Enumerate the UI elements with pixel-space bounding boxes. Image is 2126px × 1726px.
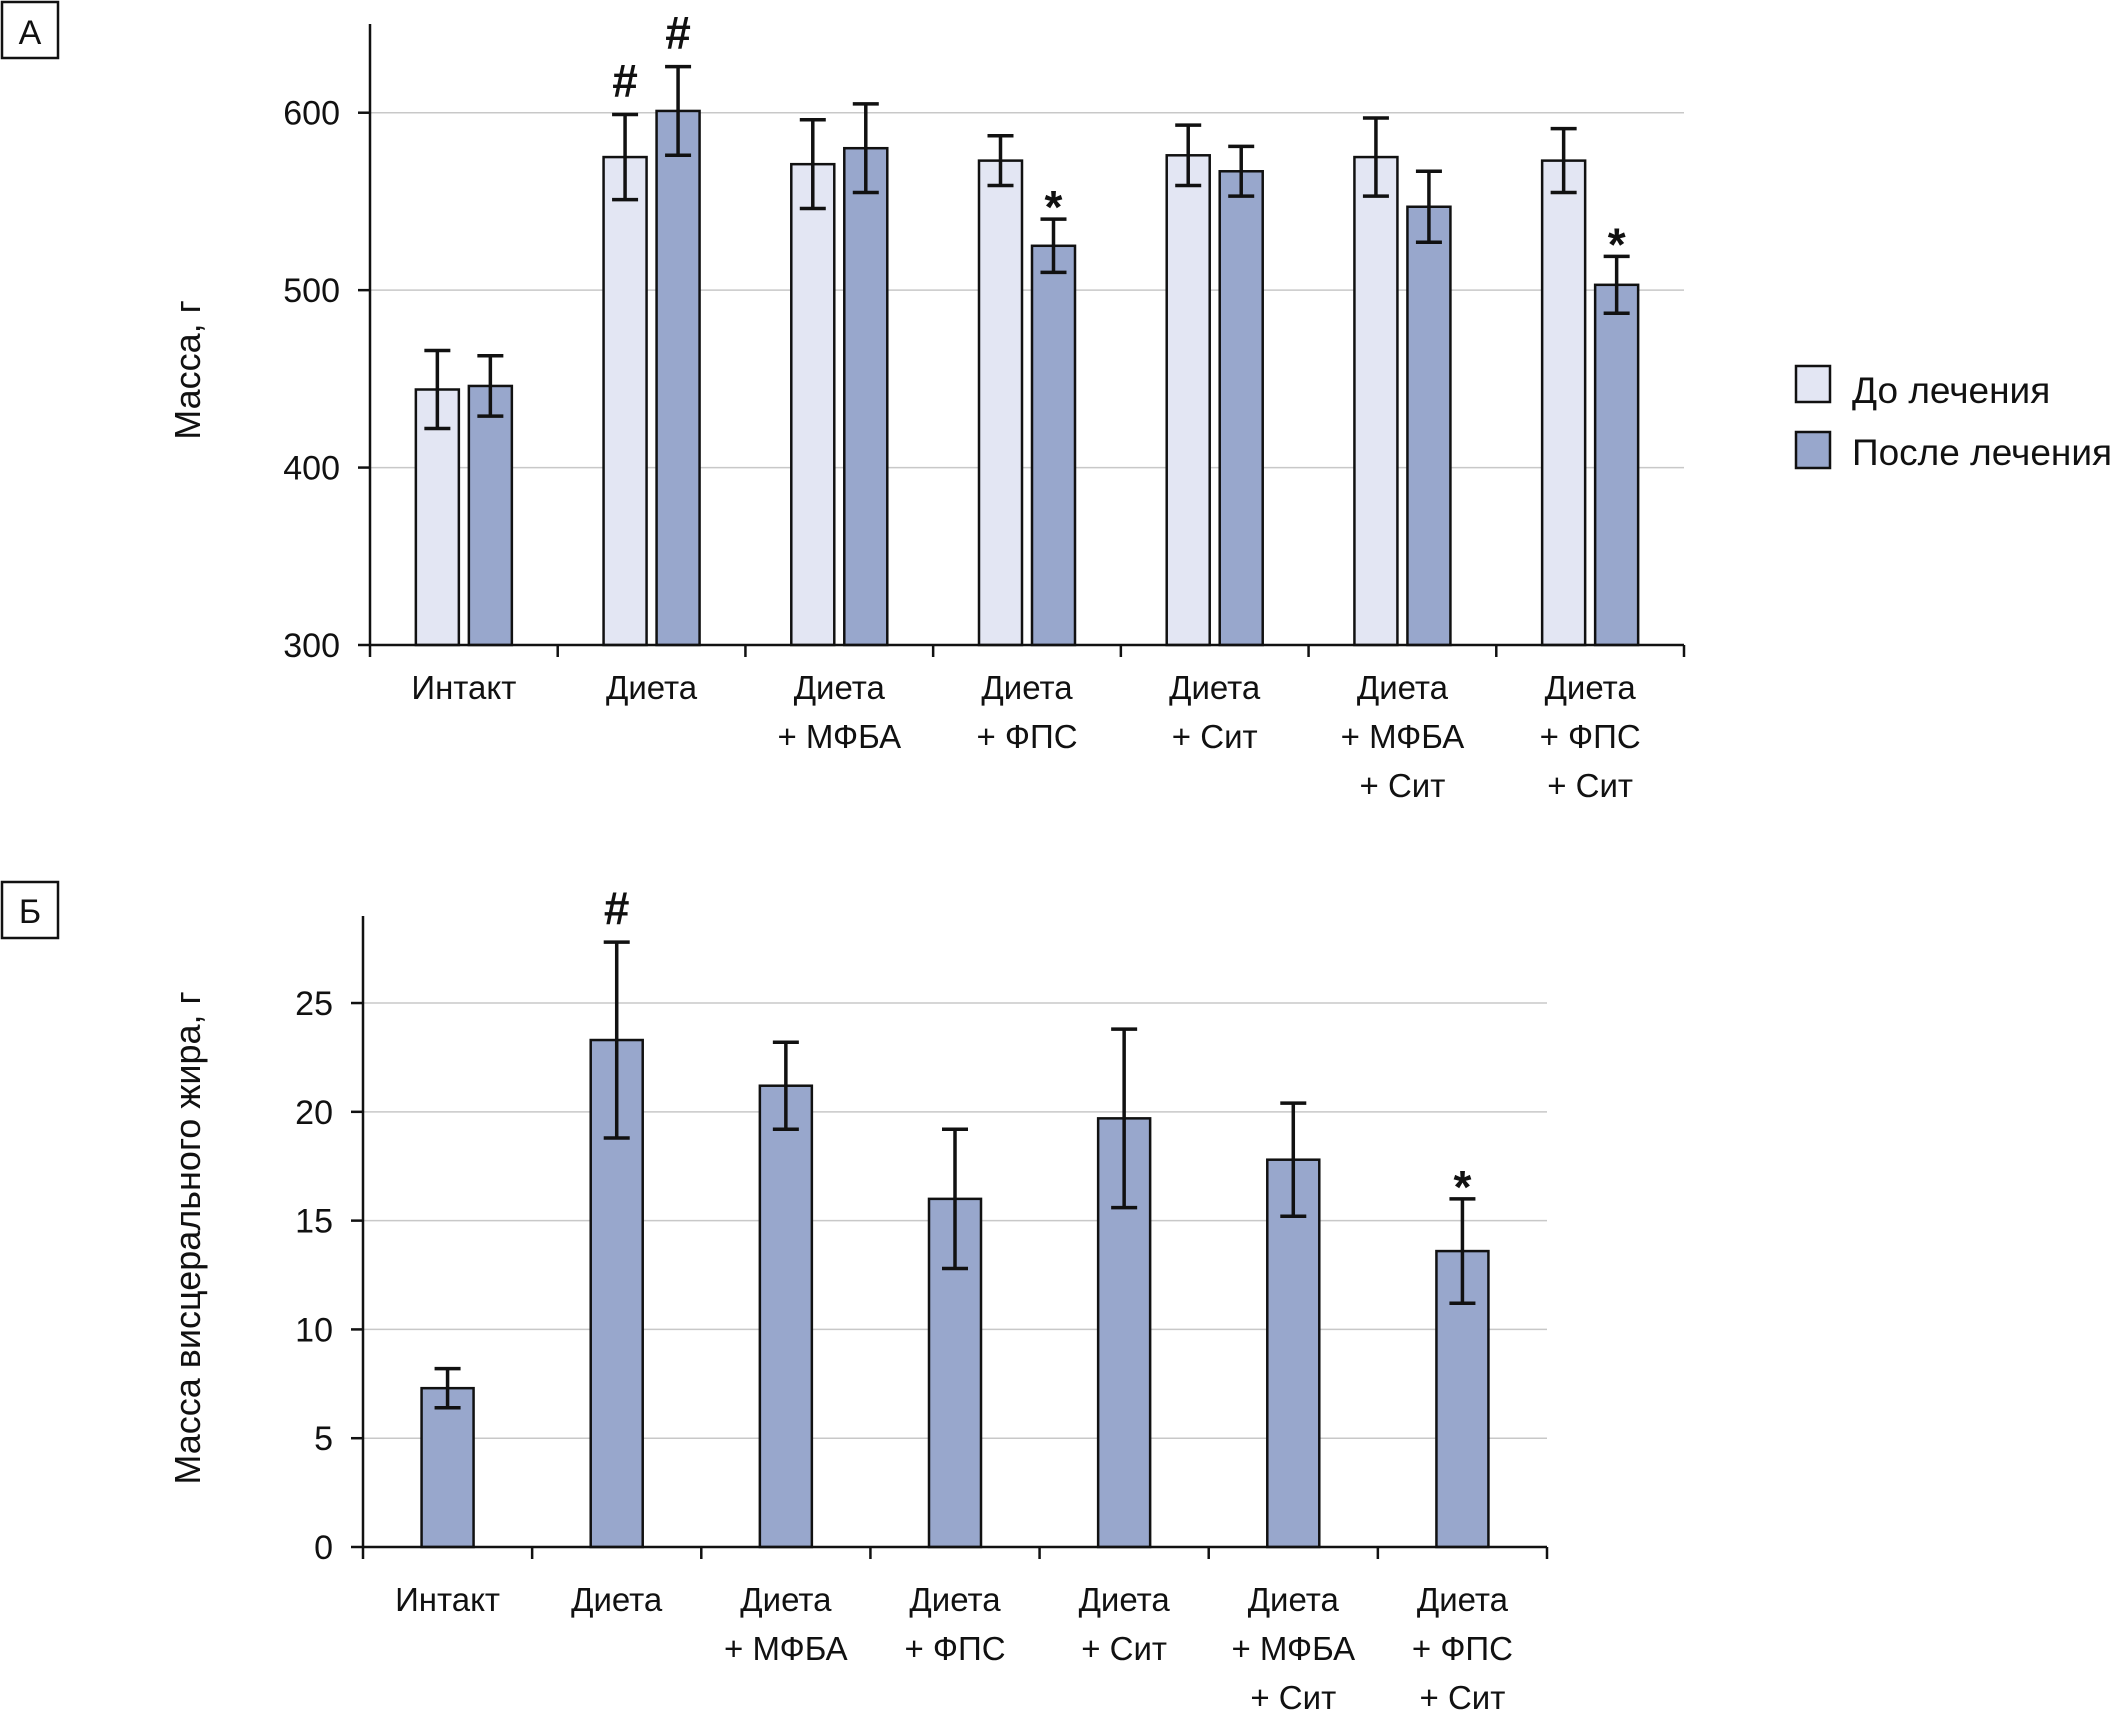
panel-a-y-tick-labels: 300 400 500 600 (283, 95, 340, 665)
panel-b-category-label: + Сит (1081, 1630, 1167, 1667)
legend-swatch-after (1794, 430, 1832, 470)
panel-a-y-tick-label: 300 (283, 627, 340, 665)
panel-a-label-box (0, 0, 60, 60)
panel-a-bar (977, 159, 1024, 647)
panel-b-y-tick-label: 15 (295, 1203, 333, 1241)
panel-b-category-labels: Интакт Диета Диета + МФБА Диета + ФПС Диета + С… (395, 1581, 1513, 1716)
panel-b-y-tick-labels: 0 5 10 15 20 25 (295, 985, 333, 1567)
panel-a-category-label: Интакт (411, 669, 516, 706)
panel-b-category-label: Диета (1079, 1581, 1171, 1618)
legend-label-after: После лечения (1852, 432, 2112, 473)
panel-a-bar (843, 146, 889, 647)
panel-b-significance-mark: # (604, 882, 630, 934)
panel-a-significance-mark: * (1608, 218, 1626, 270)
panel-b-y-tick-label: 20 (295, 1094, 333, 1132)
panel-b: Б Масса висцерального жира, г #* 0510152… (0, 880, 1549, 1716)
panel-a-category-label: + ФПС (1540, 718, 1641, 755)
panel-a-category-label: Диета (606, 669, 698, 706)
panel-a-bar (1030, 244, 1077, 647)
panel-a-bar (1406, 205, 1452, 647)
panel-a-y-tick-label: 600 (283, 95, 340, 133)
panel-a: А Масса, г # # * * 300 400 500 600 Интакт Диета… (0, 0, 1686, 804)
panel-a-axes (358, 24, 1686, 657)
panel-b-y-axis-title: Масса висцерального жира, г (167, 991, 208, 1484)
panel-a-y-tick-label: 400 (283, 450, 340, 488)
panel-a-y-axis-title: Масса, г (167, 300, 208, 440)
panel-b-axes (351, 916, 1549, 1559)
panel-a-category-label: Диета (981, 669, 1073, 706)
panel-b-category-label: Диета (571, 1581, 663, 1618)
panel-a-category-label: + Сит (1547, 767, 1633, 804)
panel-b-significance-mark: * (1453, 1161, 1471, 1213)
panel-a-y-tick-label: 500 (283, 272, 340, 310)
panel-b-category-label: + МФБА (1231, 1630, 1355, 1667)
panel-a-bars: # # * * (414, 7, 1640, 647)
panel-a-category-label: + ФПС (976, 718, 1077, 755)
panel-b-y-tick-label: 0 (314, 1529, 333, 1567)
panel-a-bar (1353, 155, 1399, 647)
panel-b-bar (420, 1386, 475, 1549)
panel-a-category-label: Диета (1169, 669, 1261, 706)
panel-a-gridlines (370, 111, 1684, 469)
panel-a-bar (655, 109, 701, 647)
panel-a-bar (790, 162, 836, 647)
panel-b-category-label: Диета (1248, 1581, 1340, 1618)
panel-b-bars: #* (420, 882, 1490, 1549)
panel-b-bar (758, 1084, 814, 1549)
panel-b-category-label: + Сит (1420, 1679, 1506, 1716)
panel-a-bar (1165, 154, 1211, 647)
panel-b-category-label: Диета (740, 1581, 832, 1618)
panel-b-label: Б (19, 893, 41, 931)
panel-a-significance-mark: * (1045, 181, 1063, 233)
panel-a-bar (1540, 159, 1587, 647)
panel-b-category-label: Диета (1417, 1581, 1509, 1618)
legend: До лечения После лечения (1794, 364, 2112, 473)
panel-a-category-label: + МФБА (1341, 718, 1465, 755)
panel-a-category-label: + Сит (1172, 718, 1258, 755)
panel-a-significance-mark: # (612, 54, 638, 106)
panel-b-y-tick-label: 10 (295, 1311, 333, 1349)
legend-label-before: До лечения (1852, 370, 2050, 411)
panel-a-category-label: Диета (794, 669, 886, 706)
panel-b-y-tick-label: 5 (314, 1420, 333, 1458)
panel-b-category-label: + ФПС (904, 1630, 1005, 1667)
legend-swatch-before (1794, 364, 1832, 404)
panel-a-category-label: Диета (1545, 669, 1637, 706)
panel-a-category-labels: Интакт Диета Диета + МФБА Диета + ФПС Диета + С… (411, 669, 1640, 804)
panel-a-significance-mark: # (665, 7, 691, 59)
panel-a-category-label: + МФБА (777, 718, 901, 755)
panel-b-category-label: Интакт (395, 1581, 500, 1618)
panel-a-bar (602, 155, 648, 647)
panel-a-category-label: Диета (1357, 669, 1449, 706)
panel-b-y-tick-label: 25 (295, 985, 333, 1023)
panel-a-category-label: + Сит (1360, 767, 1446, 804)
panel-b-category-label: Диета (909, 1581, 1001, 1618)
panel-a-bar (1218, 170, 1264, 647)
panel-b-category-label: + МФБА (724, 1630, 848, 1667)
panel-b-label-box (0, 880, 60, 940)
panel-a-bar (1593, 283, 1640, 647)
panel-a-label: А (19, 14, 42, 52)
panel-b-category-label: + ФПС (1412, 1630, 1513, 1667)
panel-b-category-label: + Сит (1250, 1679, 1336, 1716)
panel-a-bar (467, 384, 514, 647)
